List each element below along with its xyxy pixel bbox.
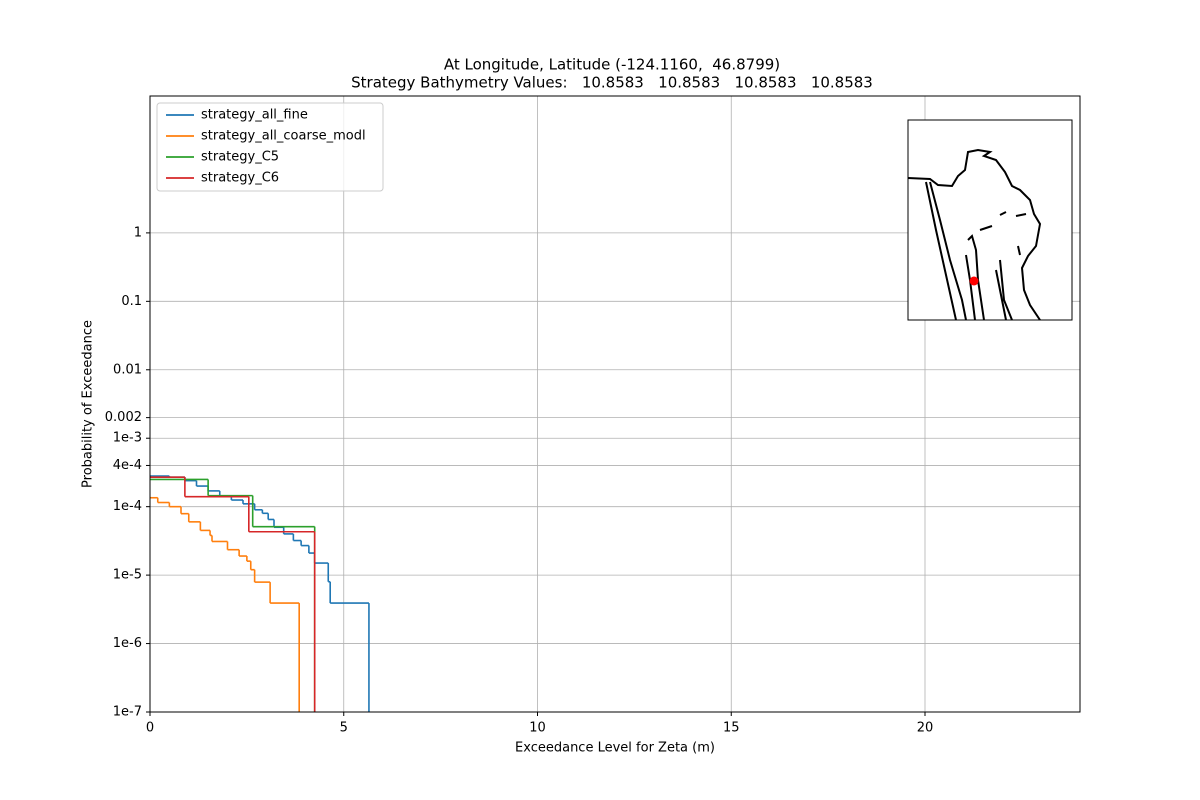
legend-box	[156, 102, 384, 192]
x-tick-label: 20	[917, 721, 934, 736]
inset-coast	[907, 148, 1042, 321]
x-axis-label: Exceedance Level for Zeta (m)	[515, 741, 715, 756]
plot-lines	[150, 475, 370, 712]
chart-subtitle: Strategy Bathymetry Values: 10.8583 10.8…	[351, 74, 873, 92]
y-tick-label: 1e-7	[113, 705, 142, 720]
inset-location-marker	[969, 276, 979, 286]
x-tick-label: 15	[723, 721, 740, 736]
y-tick-label: 4e-4	[113, 458, 142, 473]
y-tick-label: 0.1	[121, 294, 142, 309]
inset-coast	[925, 181, 957, 321]
y-tick-label: 0.01	[113, 362, 142, 377]
legend-label: strategy_C6	[201, 171, 279, 186]
legend-label: strategy_all_coarse_modl	[201, 129, 366, 144]
y-tick-label: 1	[134, 225, 142, 240]
x-tick-label: 10	[529, 721, 546, 736]
y-tick-label: 1e-4	[113, 499, 142, 514]
legend: strategy_all_fine strategy_all_coarse_mod…	[156, 102, 384, 192]
inset-coast	[929, 181, 967, 321]
inset-coast	[979, 211, 1027, 256]
legend-label: strategy_all_fine	[201, 108, 308, 123]
y-tick-label: 1e-6	[113, 636, 142, 651]
grid: 0 5 10 15 20 1e-7 1e-6 1e-5 1e-4 4e-4 1e-3 0.002 0.0…	[105, 96, 1080, 736]
inset-frame	[907, 119, 1073, 321]
plot-frame	[149, 95, 1081, 713]
x-tick-label: 0	[146, 721, 154, 736]
y-tick-label: 1e-5	[113, 568, 142, 583]
legend-label: strategy_C5	[201, 150, 279, 165]
x-tick-label: 5	[340, 721, 348, 736]
inset-coast	[995, 259, 1013, 321]
y-tick-label: 0.002	[105, 410, 142, 425]
y-axis-label: Probability of Exceedance	[81, 320, 96, 488]
chart-title: At Longitude, Latitude (-124.1160, 46.87…	[444, 56, 780, 74]
inset-map	[907, 119, 1073, 321]
y-tick-label: 1e-3	[113, 431, 142, 446]
